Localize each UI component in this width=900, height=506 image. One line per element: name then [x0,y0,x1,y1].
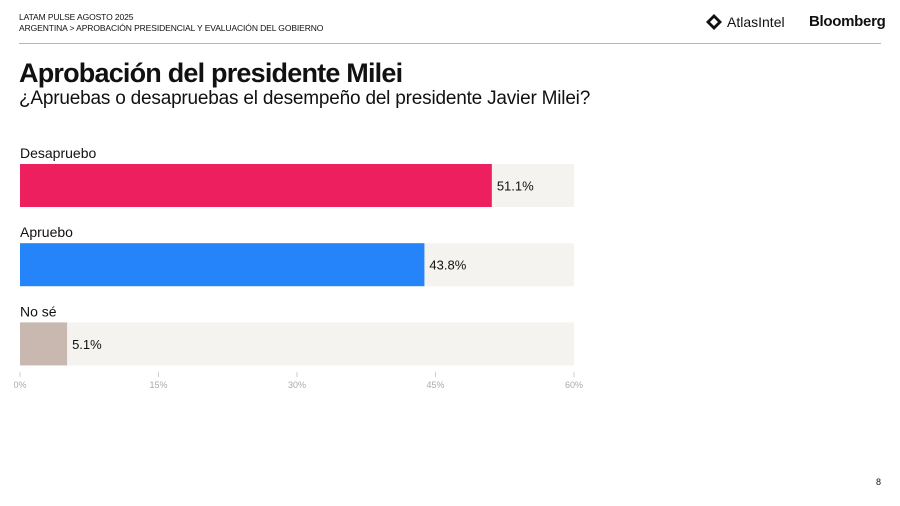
breadcrumb: ARGENTINA > APROBACIÓN PRESIDENCIAL Y EV… [19,23,324,33]
x-tick-label: 45% [426,380,444,390]
bar [20,243,425,287]
category-label: No sé [20,303,57,319]
report-name: LATAM PULSE AGOSTO 2025 [19,12,134,22]
x-tick-label: 15% [149,380,167,390]
atlasintel-logo: AtlasIntel [705,13,785,31]
bar [20,164,492,207]
category-label: Apruebo [20,224,73,240]
data-label: 5.1% [72,337,102,352]
x-tick-label: 60% [565,380,583,390]
data-label: 51.1% [497,179,534,194]
bloomberg-logo: Bloomberg [809,13,886,30]
data-label: 43.8% [429,258,466,273]
header-divider [19,43,881,44]
category-label: Desapruebo [20,145,96,161]
page-title: Aprobación del presidente Milei [19,58,403,88]
page-number: 8 [875,477,881,487]
bar [20,322,68,366]
atlasintel-logo-text: AtlasIntel [727,14,785,30]
x-tick-label: 30% [288,380,306,390]
bar-track [20,322,574,366]
x-tick-label: 0% [13,380,26,390]
page-subtitle: ¿Apruebas o desapruebas el desempeño del… [19,88,591,109]
atlasintel-diamond-icon [706,14,722,30]
